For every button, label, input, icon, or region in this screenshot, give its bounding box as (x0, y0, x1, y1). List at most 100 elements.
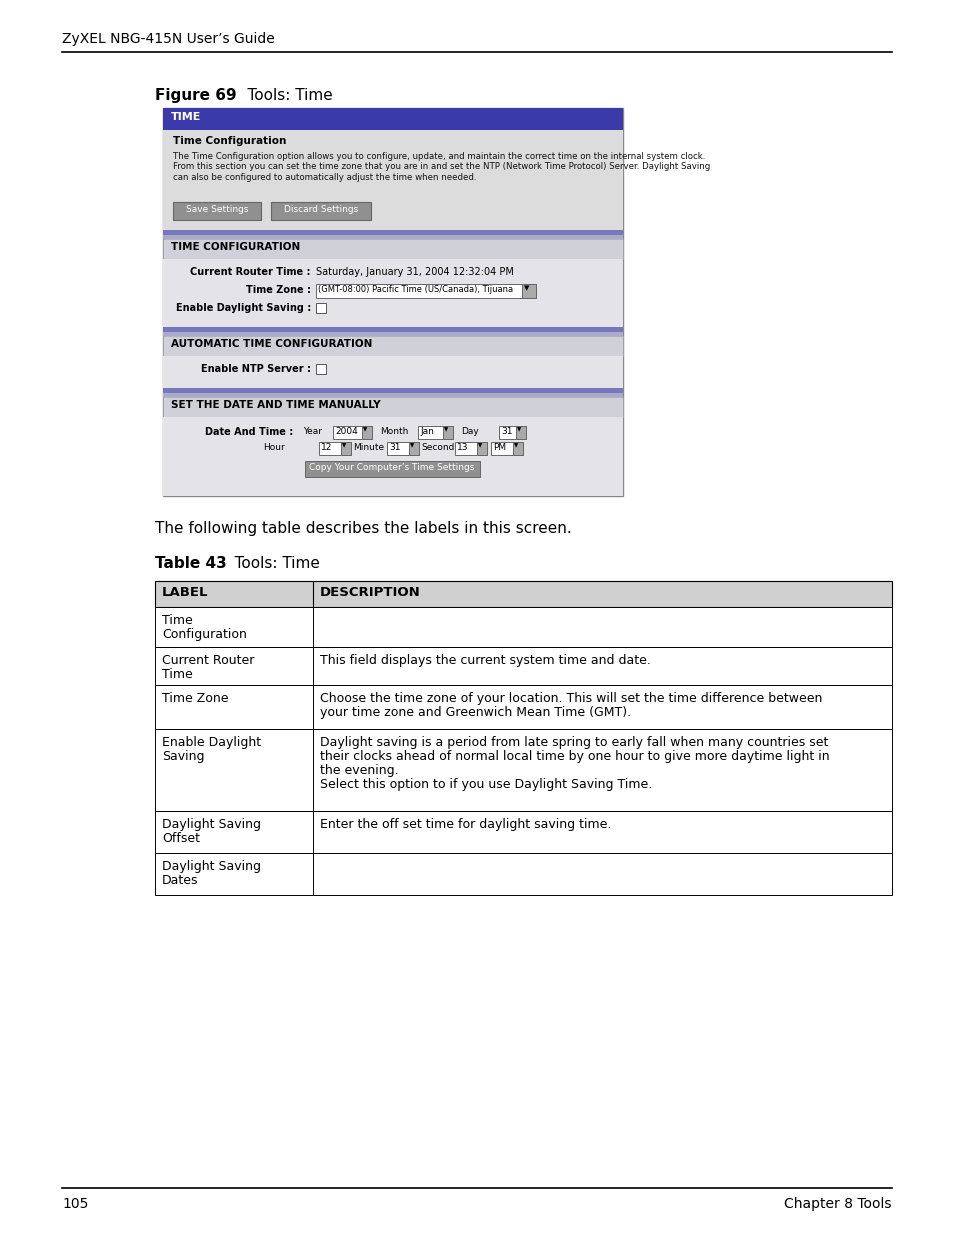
Text: Figure 69: Figure 69 (154, 88, 236, 103)
Text: Time Zone :: Time Zone : (246, 285, 311, 295)
Text: Tools: Time: Tools: Time (228, 88, 333, 103)
Text: Daylight Saving: Daylight Saving (162, 860, 261, 873)
Text: ▼: ▼ (341, 443, 346, 448)
Text: Enter the off set time for daylight saving time.: Enter the off set time for daylight savi… (319, 818, 611, 831)
Text: Offset: Offset (162, 832, 200, 845)
Bar (163, 417, 622, 496)
Bar (476, 442, 486, 454)
Bar (163, 327, 622, 332)
Text: Enable Daylight Saving :: Enable Daylight Saving : (175, 303, 311, 312)
Text: Tools: Time: Tools: Time (220, 556, 319, 571)
Text: Time Configuration: Time Configuration (172, 136, 286, 146)
Bar (491, 442, 522, 454)
Text: Jan: Jan (419, 427, 434, 436)
Bar (417, 426, 453, 438)
Text: Table 43: Table 43 (154, 556, 227, 571)
Bar (163, 240, 622, 259)
Bar (163, 396, 622, 417)
Text: Time: Time (162, 668, 193, 680)
Bar (455, 442, 486, 454)
Bar (163, 332, 622, 336)
Text: 31: 31 (389, 443, 400, 452)
Text: Choose the time zone of your location. This will set the time difference between: Choose the time zone of your location. T… (319, 692, 821, 705)
Text: Current Router: Current Router (162, 655, 254, 667)
Bar (163, 230, 622, 235)
Text: Second: Second (420, 443, 454, 452)
Bar (318, 442, 351, 454)
Text: Minute: Minute (353, 443, 384, 452)
Text: Configuration: Configuration (162, 629, 247, 641)
Text: Date And Time :: Date And Time : (205, 427, 293, 437)
Bar (163, 393, 622, 396)
Text: Time Zone: Time Zone (162, 692, 229, 705)
Bar (315, 284, 536, 298)
Text: Enable NTP Server :: Enable NTP Server : (201, 364, 311, 374)
Bar (163, 336, 622, 356)
Text: Discard Settings: Discard Settings (284, 205, 357, 214)
Text: Enable Daylight: Enable Daylight (162, 736, 261, 748)
Text: Dates: Dates (162, 874, 198, 887)
Bar (154, 580, 891, 606)
Bar (361, 426, 372, 438)
Text: 13: 13 (456, 443, 468, 452)
Bar (163, 107, 622, 496)
Text: Month: Month (379, 427, 408, 436)
Text: Saturday, January 31, 2004 12:32:04 PM: Saturday, January 31, 2004 12:32:04 PM (315, 267, 514, 277)
Bar (163, 107, 622, 130)
Text: Day: Day (460, 427, 478, 436)
Text: 31: 31 (500, 427, 512, 436)
Text: Select this option to if you use Daylight Saving Time.: Select this option to if you use Dayligh… (319, 778, 652, 790)
Bar (163, 235, 622, 240)
Text: Current Router Time :: Current Router Time : (191, 267, 311, 277)
Bar (163, 388, 622, 393)
Bar (154, 729, 891, 811)
Text: Time: Time (162, 614, 193, 627)
Text: The following table describes the labels in this screen.: The following table describes the labels… (154, 521, 571, 536)
Text: Daylight saving is a period from late spring to early fall when many countries s: Daylight saving is a period from late sp… (319, 736, 827, 748)
Bar (513, 442, 522, 454)
Text: (GMT-08:00) Pacific Time (US/Canada), Tijuana: (GMT-08:00) Pacific Time (US/Canada), Ti… (317, 285, 513, 294)
Text: SET THE DATE AND TIME MANUALLY: SET THE DATE AND TIME MANUALLY (171, 400, 380, 410)
Bar (315, 303, 326, 312)
Bar (271, 203, 371, 220)
Text: their clocks ahead of normal local time by one hour to give more daytime light i: their clocks ahead of normal local time … (319, 750, 829, 763)
Bar (154, 647, 891, 685)
Text: ZyXEL NBG-415N User’s Guide: ZyXEL NBG-415N User’s Guide (62, 32, 274, 46)
Text: Chapter 8 Tools: Chapter 8 Tools (783, 1197, 891, 1212)
Bar (521, 284, 536, 298)
Text: PM: PM (493, 443, 506, 452)
Bar (340, 442, 351, 454)
Bar (154, 811, 891, 853)
Bar (154, 606, 891, 647)
Text: TIME CONFIGURATION: TIME CONFIGURATION (171, 242, 300, 252)
Text: ▼: ▼ (523, 285, 529, 291)
Bar (315, 364, 326, 374)
Bar (163, 356, 622, 388)
Text: ▼: ▼ (517, 427, 520, 432)
Bar (409, 442, 418, 454)
Text: 2004: 2004 (335, 427, 357, 436)
Text: ▼: ▼ (443, 427, 448, 432)
Bar (305, 461, 479, 477)
Text: ▼: ▼ (410, 443, 414, 448)
Bar (442, 426, 453, 438)
Text: ▼: ▼ (477, 443, 482, 448)
Bar (163, 259, 622, 327)
Bar (498, 426, 525, 438)
Text: DESCRIPTION: DESCRIPTION (319, 585, 420, 599)
Text: 12: 12 (320, 443, 332, 452)
Text: 105: 105 (62, 1197, 89, 1212)
Text: ▼: ▼ (363, 427, 367, 432)
Bar (387, 442, 418, 454)
Text: the evening.: the evening. (319, 764, 398, 777)
Text: This field displays the current system time and date.: This field displays the current system t… (319, 655, 650, 667)
Text: Save Settings: Save Settings (186, 205, 248, 214)
Text: AUTOMATIC TIME CONFIGURATION: AUTOMATIC TIME CONFIGURATION (171, 338, 372, 350)
Text: Saving: Saving (162, 750, 204, 763)
Bar (163, 130, 622, 230)
Bar (154, 853, 891, 895)
Bar (154, 685, 891, 729)
Text: ▼: ▼ (514, 443, 517, 448)
Text: Hour: Hour (263, 443, 284, 452)
Bar (516, 426, 525, 438)
